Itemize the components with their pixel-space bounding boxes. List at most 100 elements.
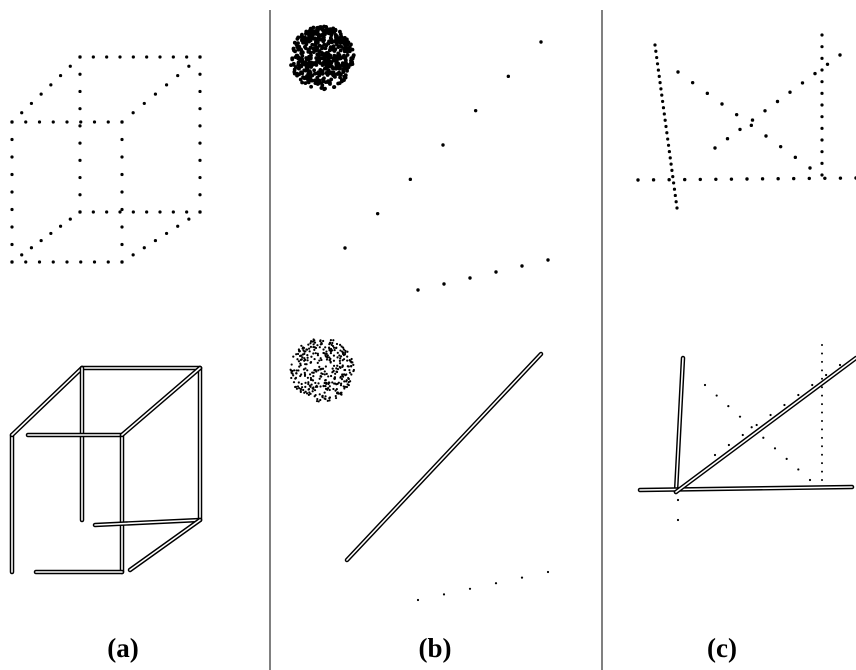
dot	[347, 383, 349, 385]
dot	[303, 353, 305, 355]
dot	[319, 346, 321, 348]
dot	[342, 353, 344, 355]
dot	[745, 177, 748, 180]
dot	[348, 381, 350, 383]
dot	[172, 210, 175, 213]
dot	[290, 369, 292, 371]
dot	[120, 138, 123, 141]
dot	[820, 92, 823, 95]
dot	[20, 111, 23, 114]
dot	[132, 55, 135, 58]
dot	[469, 588, 471, 590]
dot	[331, 371, 333, 373]
dot	[783, 404, 785, 406]
dot	[319, 385, 321, 387]
dot	[312, 352, 314, 354]
tube-inner	[676, 358, 683, 492]
dot	[323, 397, 325, 399]
dot	[313, 358, 315, 360]
dot	[340, 392, 342, 394]
dot	[776, 100, 779, 103]
dot	[294, 65, 298, 69]
dot	[507, 75, 510, 78]
dot	[307, 78, 311, 82]
dot	[309, 373, 311, 375]
panel-label: (c)	[707, 633, 737, 663]
dot	[303, 351, 305, 353]
dot	[343, 56, 347, 60]
dot	[308, 394, 310, 396]
dot	[300, 345, 302, 347]
dot	[326, 54, 330, 58]
dot	[801, 81, 804, 84]
dot	[676, 70, 679, 73]
dot	[670, 169, 673, 172]
dot	[324, 391, 326, 393]
dot	[107, 260, 110, 263]
dot	[339, 349, 341, 351]
dot	[761, 177, 764, 180]
dot	[78, 159, 81, 162]
dot	[309, 85, 313, 89]
dot	[332, 367, 334, 369]
dot	[10, 120, 13, 123]
dot	[769, 414, 771, 416]
dot	[317, 34, 321, 38]
dot	[319, 378, 321, 380]
dot	[346, 386, 348, 388]
dot	[105, 55, 108, 58]
dot	[30, 246, 33, 249]
dot	[185, 55, 188, 58]
dot	[306, 359, 308, 361]
dot	[165, 232, 168, 235]
dot	[823, 177, 826, 180]
dot	[794, 156, 797, 159]
dot	[352, 53, 356, 57]
dot	[344, 374, 346, 376]
dot	[339, 344, 341, 346]
tube-inner	[676, 358, 856, 492]
dot	[315, 53, 319, 57]
dot	[318, 400, 320, 402]
dot	[310, 340, 312, 342]
dot	[24, 120, 27, 123]
dot	[714, 454, 716, 456]
dot	[107, 120, 110, 123]
dot	[324, 30, 328, 34]
dot	[69, 65, 72, 68]
dot	[297, 60, 301, 64]
dot	[158, 55, 161, 58]
dot	[145, 210, 148, 213]
dot	[474, 109, 477, 112]
dot	[315, 386, 317, 388]
dot	[10, 260, 13, 263]
dot	[298, 381, 300, 383]
dot	[327, 68, 331, 72]
dot	[346, 359, 348, 361]
dot	[820, 127, 823, 130]
dot	[821, 352, 823, 354]
dot	[820, 115, 823, 118]
dot	[821, 412, 823, 414]
dot	[313, 81, 317, 85]
dot	[334, 376, 336, 378]
dot	[792, 177, 795, 180]
dot	[78, 124, 81, 127]
dot	[296, 388, 298, 390]
dot	[306, 354, 308, 356]
panel-label: (b)	[419, 633, 452, 663]
dot	[344, 73, 348, 77]
dot	[811, 384, 813, 386]
dot	[307, 357, 309, 359]
dot	[10, 138, 13, 141]
dot	[187, 65, 190, 68]
dot	[495, 582, 497, 584]
dot	[820, 45, 823, 48]
dot	[40, 239, 43, 242]
dot	[328, 347, 330, 349]
dot	[337, 71, 341, 75]
dot	[317, 362, 319, 364]
dot	[659, 87, 662, 90]
dot	[93, 260, 96, 263]
dot	[300, 57, 304, 61]
